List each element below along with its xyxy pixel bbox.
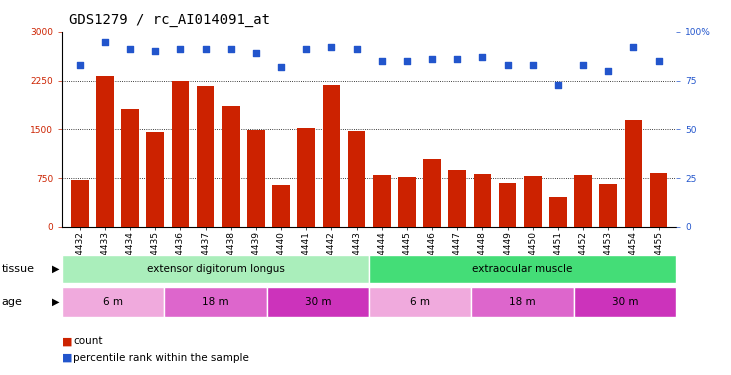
Point bbox=[602, 68, 614, 74]
Point bbox=[501, 62, 513, 68]
Text: extensor digitorum longus: extensor digitorum longus bbox=[147, 264, 284, 274]
Text: 6 m: 6 m bbox=[103, 297, 124, 307]
Bar bbox=[247, 130, 265, 227]
Point bbox=[401, 58, 413, 64]
Point bbox=[99, 39, 111, 45]
Bar bbox=[650, 173, 667, 227]
Point bbox=[351, 46, 363, 53]
Point bbox=[250, 50, 262, 56]
Bar bbox=[222, 106, 240, 227]
Bar bbox=[164, 287, 267, 317]
Point bbox=[552, 81, 564, 87]
Bar bbox=[322, 85, 340, 227]
Point bbox=[426, 56, 438, 62]
Text: 18 m: 18 m bbox=[202, 297, 229, 307]
Point bbox=[325, 45, 337, 51]
Bar bbox=[121, 109, 139, 227]
Point bbox=[451, 56, 463, 62]
Text: ■: ■ bbox=[62, 336, 72, 346]
Point bbox=[276, 64, 287, 70]
Text: 6 m: 6 m bbox=[410, 297, 431, 307]
Point bbox=[376, 58, 387, 64]
Bar bbox=[398, 177, 416, 227]
Bar bbox=[474, 174, 491, 227]
Text: 18 m: 18 m bbox=[510, 297, 536, 307]
Bar bbox=[62, 255, 369, 283]
Bar bbox=[524, 176, 542, 227]
Bar bbox=[369, 287, 471, 317]
Bar bbox=[471, 287, 574, 317]
Text: tissue: tissue bbox=[1, 264, 34, 274]
Point bbox=[74, 62, 86, 68]
Bar bbox=[348, 131, 366, 227]
Point bbox=[627, 45, 639, 51]
Bar bbox=[62, 287, 164, 317]
Text: extraocular muscle: extraocular muscle bbox=[472, 264, 573, 274]
Point bbox=[225, 46, 237, 53]
Text: percentile rank within the sample: percentile rank within the sample bbox=[73, 353, 249, 363]
Bar bbox=[298, 128, 315, 227]
Text: ■: ■ bbox=[62, 353, 72, 363]
Point bbox=[527, 62, 539, 68]
Text: 30 m: 30 m bbox=[612, 297, 638, 307]
Bar bbox=[574, 287, 676, 317]
Bar bbox=[369, 255, 676, 283]
Text: 30 m: 30 m bbox=[305, 297, 331, 307]
Bar bbox=[172, 81, 189, 227]
Point bbox=[653, 58, 664, 64]
Text: ▶: ▶ bbox=[52, 297, 59, 307]
Text: GDS1279 / rc_AI014091_at: GDS1279 / rc_AI014091_at bbox=[69, 13, 270, 27]
Text: age: age bbox=[1, 297, 23, 307]
Bar bbox=[96, 76, 114, 227]
Point bbox=[477, 54, 488, 60]
Point bbox=[124, 46, 136, 53]
Point bbox=[149, 48, 161, 54]
Text: ▶: ▶ bbox=[52, 264, 59, 274]
Bar bbox=[146, 132, 164, 227]
Bar bbox=[373, 175, 390, 227]
Point bbox=[200, 46, 211, 53]
Point bbox=[175, 46, 186, 53]
Bar bbox=[423, 159, 441, 227]
Bar bbox=[575, 175, 592, 227]
Text: count: count bbox=[73, 336, 102, 346]
Bar bbox=[499, 183, 516, 227]
Bar bbox=[272, 184, 290, 227]
Point bbox=[577, 62, 589, 68]
Bar bbox=[549, 197, 567, 227]
Bar bbox=[267, 287, 369, 317]
Bar bbox=[624, 120, 643, 227]
Bar bbox=[71, 180, 88, 227]
Bar bbox=[448, 170, 466, 227]
Point bbox=[300, 46, 312, 53]
Bar bbox=[599, 184, 617, 227]
Bar bbox=[197, 86, 214, 227]
